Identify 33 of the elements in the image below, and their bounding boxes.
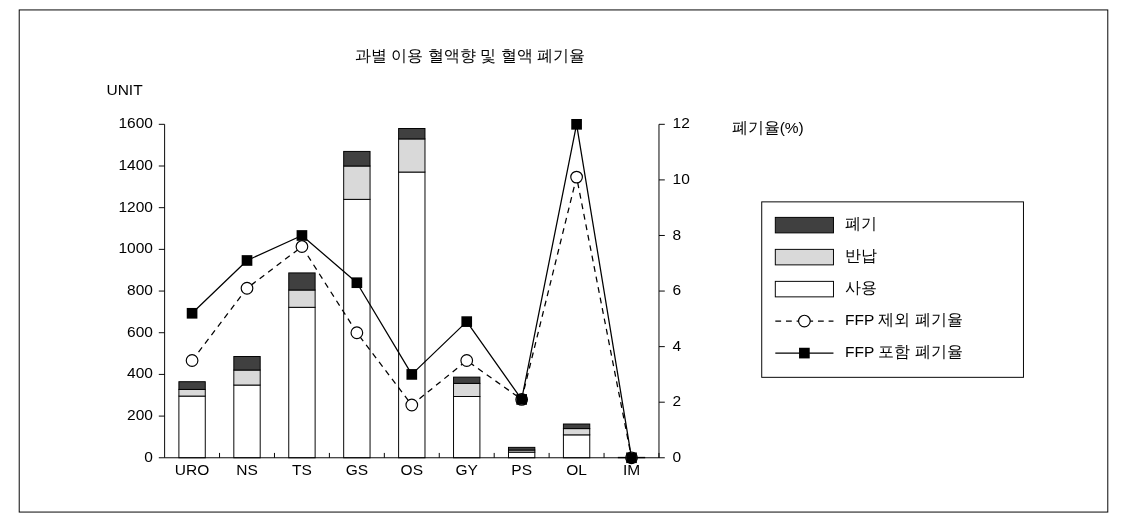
x-tick-label: URO bbox=[174, 461, 210, 479]
y2-tick-label: 12 bbox=[672, 114, 690, 132]
legend-label: FFP 제외 폐기율 bbox=[845, 311, 963, 329]
y-tick-label: 400 bbox=[127, 364, 154, 382]
y-tick-label: 600 bbox=[127, 322, 154, 340]
legend-label: FFP 포함 폐기율 bbox=[845, 343, 963, 361]
y-tick-label: 1000 bbox=[118, 239, 154, 257]
y2-tick-label: 0 bbox=[672, 447, 682, 465]
x-tick-label: OS bbox=[400, 461, 423, 479]
y-tick-label: 200 bbox=[127, 406, 154, 424]
x-tick-label: OL bbox=[566, 461, 588, 479]
y2-tick-label: 8 bbox=[672, 225, 682, 243]
y-tick-label: 0 bbox=[144, 447, 154, 465]
x-tick-label: NS bbox=[236, 461, 258, 479]
y2-tick-label: 6 bbox=[672, 281, 682, 299]
y-tick-label: 1600 bbox=[118, 114, 154, 132]
x-tick-label: IM bbox=[622, 461, 641, 479]
y-tick-label: 800 bbox=[127, 281, 154, 299]
y2-tick-label: 4 bbox=[672, 336, 682, 354]
x-tick-label: GY bbox=[455, 461, 478, 479]
y-tick-label: 1400 bbox=[118, 156, 154, 174]
y2-tick-label: 10 bbox=[672, 169, 691, 187]
legend-label: 폐기 bbox=[845, 215, 878, 233]
chart-title: 과별 이용 혈액향 및 혈액 폐기율 bbox=[354, 46, 586, 65]
y-tick-label: 1200 bbox=[118, 197, 154, 215]
y2-axis-title: 폐기율(%) bbox=[731, 119, 804, 137]
y-axis-title: UNIT bbox=[106, 81, 144, 99]
x-tick-label: PS bbox=[511, 461, 532, 479]
y2-tick-label: 2 bbox=[672, 392, 682, 410]
legend-label: 반납 bbox=[845, 247, 878, 265]
x-tick-label: TS bbox=[292, 461, 312, 479]
x-tick-label: GS bbox=[345, 461, 369, 479]
legend-label: 사용 bbox=[845, 279, 878, 297]
